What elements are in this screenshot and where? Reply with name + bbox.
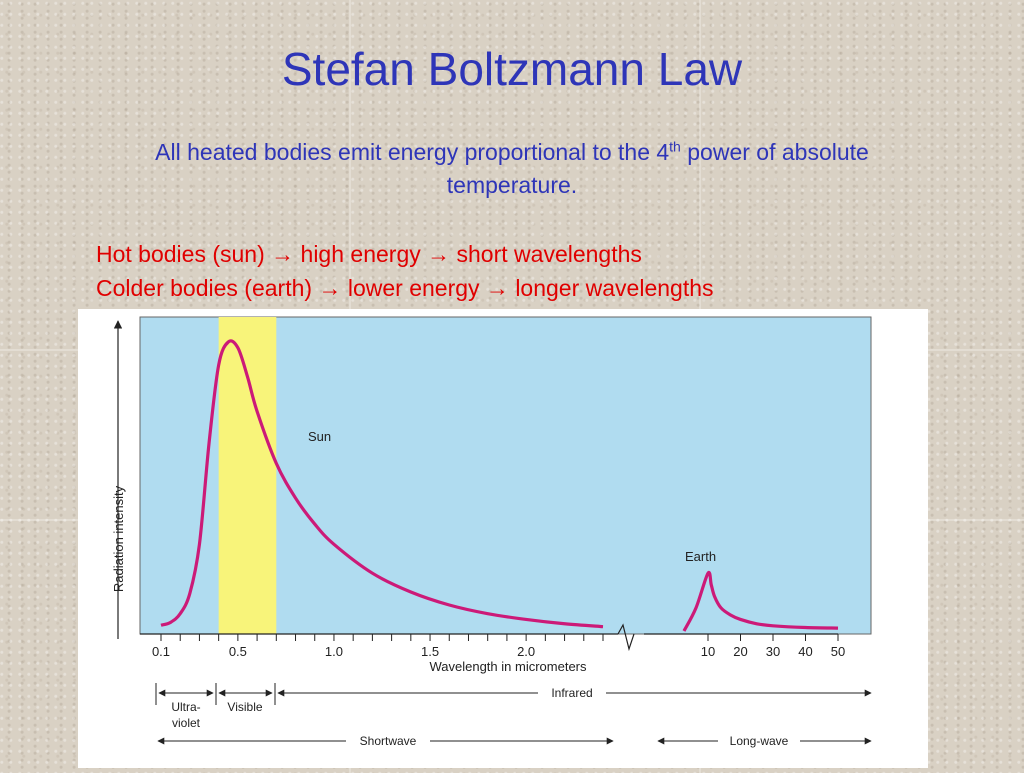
arrow-icon: → xyxy=(485,275,509,301)
bullet-part: Hot bodies (sun) xyxy=(96,241,265,267)
series-label-sun: Sun xyxy=(308,429,331,444)
x-tick-label: 30 xyxy=(766,644,780,659)
x-axis-label: Wavelength in micrometers xyxy=(429,659,587,674)
subtitle-superscript: th xyxy=(669,138,681,155)
x-tick-label: 1.5 xyxy=(421,644,439,659)
spectrum-chart: 0.1 0.5 1.0 1.5 2.0 10 20 30 40 50 Sun Earth Wave… xyxy=(78,309,928,768)
bullet-hot-bodies: Hot bodies (sun) → high energy → short w… xyxy=(96,237,714,271)
x-tick-label: 0.1 xyxy=(152,644,170,659)
bullet-colder-bodies: Colder bodies (earth) → lower energy → l… xyxy=(96,271,714,305)
region-label-shortwave: Shortwave xyxy=(360,734,417,748)
arrow-icon: → xyxy=(427,241,451,267)
bullet-part: longer wavelengths xyxy=(515,275,714,301)
x-tick-label: 1.0 xyxy=(325,644,343,659)
bullet-list: Hot bodies (sun) → high energy → short w… xyxy=(96,237,714,305)
band-label-visible: Visible xyxy=(227,700,262,714)
x-tick-label: 40 xyxy=(798,644,812,659)
bullet-part: lower energy xyxy=(347,275,480,301)
bullet-part: Colder bodies (earth) xyxy=(96,275,313,301)
subtitle-text: All heated bodies emit energy proportion… xyxy=(155,139,670,165)
arrow-icon: → xyxy=(318,275,342,301)
series-line-earth xyxy=(682,570,839,632)
series-line-sun xyxy=(160,339,604,629)
arrow-icon: → xyxy=(271,241,295,267)
spectrum-chart-svg: 0.1 0.5 1.0 1.5 2.0 10 20 30 40 50 Sun Earth Wave… xyxy=(111,316,872,748)
x-tick-label: 10 xyxy=(701,644,715,659)
x-tick-label: 0.5 xyxy=(229,644,247,659)
x-tick-label: 2.0 xyxy=(517,644,535,659)
slide-title: Stefan Boltzmann Law xyxy=(281,43,743,95)
axis-break-mark xyxy=(617,623,635,652)
band-label-infrared: Infrared xyxy=(551,686,592,700)
bullet-part: high energy xyxy=(300,241,421,267)
y-axis-label: Radiation intensity xyxy=(111,485,126,592)
band-label-ultraviolet: Ultra- xyxy=(171,700,200,714)
x-tick-label: 20 xyxy=(733,644,747,659)
x-tick-label: 50 xyxy=(831,644,845,659)
bullet-part: short wavelengths xyxy=(456,241,642,267)
region-label-longwave: Long-wave xyxy=(730,734,789,748)
subtitle-text-end: power of absolute temperature. xyxy=(446,139,869,198)
series-label-earth: Earth xyxy=(685,549,716,564)
band-label-ultraviolet-2: violet xyxy=(172,716,201,730)
visible-band xyxy=(218,317,277,634)
slide-subtitle: All heated bodies emit energy proportion… xyxy=(100,136,924,202)
